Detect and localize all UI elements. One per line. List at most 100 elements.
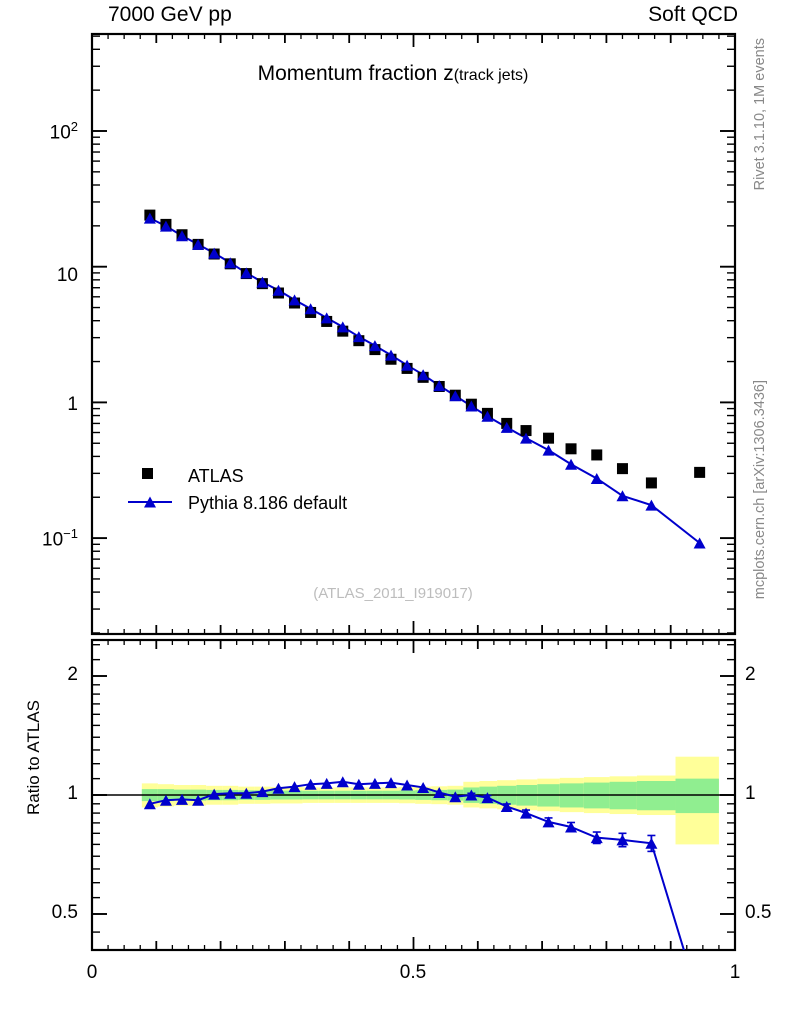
atlas-marker	[694, 466, 706, 478]
ratio-uncertainty-bands	[141, 756, 719, 845]
legend-marker-atlas	[142, 468, 153, 479]
ratio-marker	[159, 794, 172, 806]
header-beam-label: 7000 GeV pp	[108, 3, 232, 26]
ratio-marker	[224, 787, 237, 799]
pythia-marker	[288, 294, 301, 306]
ratio-ytick-2-right: 2	[745, 664, 756, 685]
ytick-1e2: 102	[49, 119, 78, 144]
atlas-marker	[616, 463, 628, 475]
pythia-marker	[304, 303, 317, 315]
xtick-05: 0.5	[399, 962, 427, 983]
atlas-marker	[543, 432, 555, 444]
ratio-marker	[590, 832, 603, 844]
ratio-marker	[256, 786, 269, 798]
pythia-marker	[208, 247, 221, 259]
pythia-marker	[368, 340, 381, 352]
plot-title-sub: (track jets)	[453, 67, 529, 84]
pythia-marker	[336, 321, 349, 333]
pythia-marker	[256, 276, 269, 288]
ratio-marker	[352, 778, 365, 790]
pythia-data-points	[143, 212, 706, 549]
pythia-marker	[645, 499, 658, 511]
analysis-watermark: (ATLAS_2011_I919017)	[313, 585, 473, 602]
ytick-1: 1	[67, 394, 78, 415]
pythia-marker	[465, 400, 478, 412]
pythia-marker	[481, 410, 494, 422]
ratio-marker	[645, 837, 658, 849]
pythia-marker	[159, 220, 172, 232]
ratio-marker	[288, 781, 301, 793]
pythia-marker	[417, 369, 430, 381]
ratio-marker	[176, 793, 189, 805]
band-inner	[675, 778, 719, 814]
xtick-1: 1	[729, 962, 741, 983]
pythia-marker	[401, 359, 414, 371]
plot-title-main: Momentum fraction z	[257, 62, 454, 85]
legend-label-atlas: ATLAS	[188, 466, 244, 486]
ratio-ytick-1-right: 1	[745, 783, 756, 804]
ratio-curve	[143, 776, 685, 950]
ratio-ytick-05-left: 0.5	[51, 902, 78, 923]
pythia-marker	[176, 230, 189, 242]
ratio-marker	[385, 777, 397, 789]
ratio-marker	[208, 788, 221, 800]
pythia-marker	[240, 267, 253, 279]
pythia-marker	[449, 390, 462, 402]
ratio-marker	[500, 801, 513, 813]
ratio-marker	[272, 782, 285, 794]
ratio-marker	[304, 778, 317, 790]
pythia-marker	[565, 458, 578, 470]
atlas-marker	[591, 449, 603, 461]
mcplots-source-label: mcplots.cern.ch [arXiv:1306.3436]	[752, 380, 768, 600]
page-title: Momentum fraction z(track jets)	[0, 62, 786, 86]
atlas-marker	[645, 477, 657, 489]
pythia-marker	[616, 490, 629, 502]
ratio-marker	[616, 834, 629, 846]
pythia-marker	[433, 380, 446, 392]
pythia-marker	[272, 284, 285, 296]
pythia-marker	[320, 312, 333, 324]
pythia-marker	[143, 212, 156, 224]
ratio-marker	[143, 798, 156, 810]
ratio-marker	[449, 791, 462, 803]
ratio-marker	[417, 781, 430, 793]
ratio-ytick-05-right: 0.5	[745, 902, 772, 923]
ratio-marker	[192, 794, 205, 806]
atlas-marker	[520, 425, 532, 437]
ratio-marker	[481, 792, 494, 804]
legend-label-pythia: Pythia 8.186 default	[188, 493, 348, 513]
pythia-marker	[500, 421, 513, 433]
pythia-marker	[352, 331, 365, 343]
ratio-marker	[368, 777, 381, 789]
pythia-marker	[192, 238, 205, 250]
ratio-marker	[465, 789, 478, 801]
legend-markers	[128, 468, 172, 508]
ratio-marker	[520, 807, 533, 819]
xtick-0: 0	[86, 962, 98, 983]
pythia-marker	[224, 257, 237, 269]
ratio-ytick-2-left: 2	[67, 664, 78, 685]
ratio-marker	[401, 779, 414, 791]
pythia-marker	[590, 472, 603, 484]
axis-ticks	[91, 34, 736, 950]
ratio-ytick-1-left: 1	[67, 783, 78, 804]
ytick-1e-1: 10−1	[42, 526, 78, 551]
ytick-10: 10	[56, 265, 78, 286]
ratio-marker	[542, 816, 555, 828]
pythia-marker	[542, 444, 555, 456]
ratio-marker	[336, 776, 349, 788]
pythia-marker	[385, 349, 397, 361]
atlas-marker	[565, 443, 577, 455]
pythia-marker	[520, 432, 533, 444]
ratio-marker	[240, 787, 253, 799]
ratio-marker	[565, 821, 578, 833]
legend-marker-pythia	[144, 496, 156, 508]
ratio-marker	[433, 786, 446, 798]
ratio-marker	[320, 777, 333, 789]
header-process-label: Soft QCD	[648, 3, 738, 26]
atlas-data-points	[144, 209, 706, 489]
pythia-marker	[693, 537, 706, 549]
rivet-version-label: Rivet 3.1.10, 1M events	[752, 38, 768, 191]
